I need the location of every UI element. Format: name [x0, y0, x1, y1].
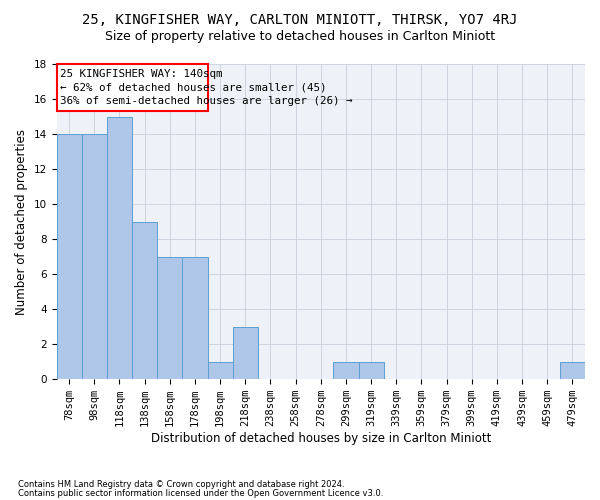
Text: 36% of semi-detached houses are larger (26) →: 36% of semi-detached houses are larger (… — [61, 96, 353, 106]
Bar — [334, 362, 359, 379]
X-axis label: Distribution of detached houses by size in Carlton Miniott: Distribution of detached houses by size … — [151, 432, 491, 445]
Bar — [560, 362, 585, 379]
Bar — [157, 256, 182, 379]
Bar — [208, 362, 233, 379]
Bar — [233, 326, 258, 379]
Y-axis label: Number of detached properties: Number of detached properties — [15, 128, 28, 314]
Bar — [182, 256, 208, 379]
Bar — [132, 222, 157, 379]
Bar — [359, 362, 383, 379]
Text: 25 KINGFISHER WAY: 140sqm: 25 KINGFISHER WAY: 140sqm — [61, 70, 223, 80]
Bar — [107, 116, 132, 379]
Text: ← 62% of detached houses are smaller (45): ← 62% of detached houses are smaller (45… — [61, 82, 327, 92]
FancyBboxPatch shape — [56, 64, 208, 112]
Text: 25, KINGFISHER WAY, CARLTON MINIOTT, THIRSK, YO7 4RJ: 25, KINGFISHER WAY, CARLTON MINIOTT, THI… — [82, 12, 518, 26]
Text: Contains HM Land Registry data © Crown copyright and database right 2024.: Contains HM Land Registry data © Crown c… — [18, 480, 344, 489]
Bar — [56, 134, 82, 379]
Text: Size of property relative to detached houses in Carlton Miniott: Size of property relative to detached ho… — [105, 30, 495, 43]
Bar — [82, 134, 107, 379]
Text: Contains public sector information licensed under the Open Government Licence v3: Contains public sector information licen… — [18, 489, 383, 498]
